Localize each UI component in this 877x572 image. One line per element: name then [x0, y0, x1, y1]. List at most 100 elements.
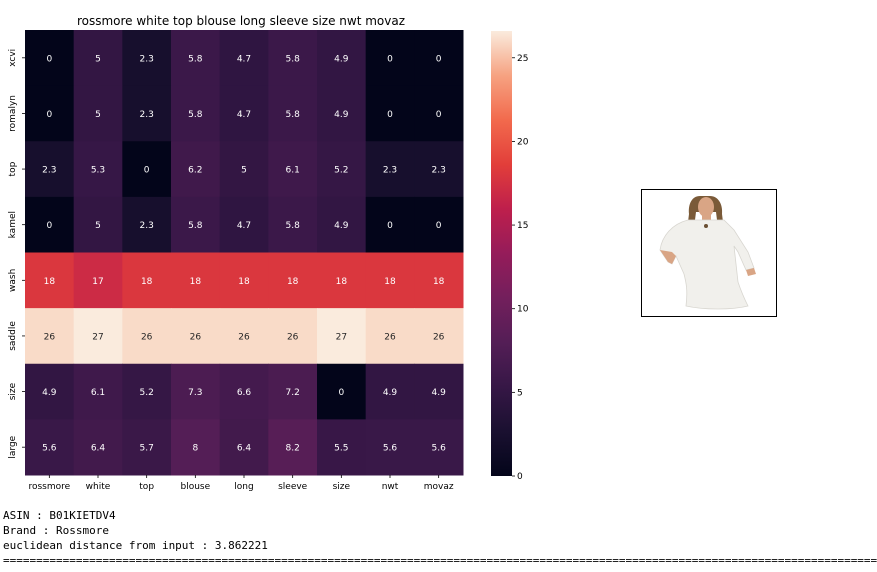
heatmap-cell — [414, 85, 464, 142]
cell-value-label: 5.2 — [334, 166, 348, 176]
cell-value-label: 5.8 — [286, 54, 301, 64]
heatmap-cell — [73, 196, 123, 253]
result-text-block: ASIN : B01KIETDV4 Brand : Rossmore euclide… — [3, 508, 877, 568]
cell-value-label: 18 — [336, 277, 348, 287]
heatmap-cell — [171, 196, 221, 253]
cell-value-label: 4.7 — [237, 54, 251, 64]
heatmap-cell — [414, 30, 464, 87]
heatmap-cell — [122, 252, 172, 309]
cell-value-label: 2.3 — [383, 166, 397, 176]
cell-value-label: 26 — [287, 332, 299, 342]
heatmap-cell — [268, 30, 318, 87]
cell-value-label: 4.7 — [237, 221, 251, 231]
heatmap-cell — [219, 363, 269, 420]
heatmap-cell — [73, 252, 123, 309]
left-hand-shape — [660, 250, 676, 264]
cell-value-label: 5 — [95, 221, 101, 231]
heatmap-cell — [414, 363, 464, 420]
heatmap-cells: 0 5 2.3 5.8 4.7 5.8 4.9 0 0 0 5 2.3 5.8 4.7 5.8 4.9 0 0 2.… — [25, 30, 464, 476]
y-tick-label: large — [8, 435, 18, 458]
heatmap-cell — [25, 308, 75, 365]
heatmap-cell — [122, 30, 172, 87]
heatmap-cell — [365, 363, 415, 420]
heatmap-cell — [268, 252, 318, 309]
cell-value-label: 2.3 — [140, 54, 154, 64]
cell-value-label: 0 — [387, 54, 393, 64]
cell-value-label: 2.3 — [42, 166, 56, 176]
cell-value-label: 18 — [384, 277, 396, 287]
cell-value-label: 18 — [141, 277, 153, 287]
cell-value-label: 4.9 — [334, 110, 349, 120]
heatmap-cell — [268, 363, 318, 420]
heatmap-cell — [365, 85, 415, 142]
cell-value-label: 17 — [92, 277, 103, 287]
cell-value-label: 26 — [238, 332, 250, 342]
heatmap-cell — [25, 252, 75, 309]
product-image — [641, 189, 777, 317]
y-tick-label: romalyn — [8, 95, 18, 132]
heatmap-cell — [219, 419, 269, 476]
cell-value-label: 18 — [287, 277, 299, 287]
heatmap-cell — [219, 141, 269, 198]
heatmap-figure: rossmore white top blouse long sleeve si… — [8, 14, 529, 492]
neck-shape — [702, 214, 711, 222]
y-tick-label: wash — [8, 269, 18, 292]
cell-value-label: 5.6 — [432, 444, 447, 454]
cell-value-label: 4.9 — [383, 388, 398, 398]
cell-value-label: 5.8 — [286, 110, 301, 120]
heatmap-cell — [171, 141, 221, 198]
heatmap-cell — [317, 419, 367, 476]
cell-value-label: 26 — [384, 332, 396, 342]
heatmap-cell — [414, 252, 464, 309]
cell-value-label: 26 — [141, 332, 153, 342]
cell-value-label: 4.9 — [334, 54, 349, 64]
heatmap-cell — [268, 196, 318, 253]
y-axis-tick-labels: xcvi romalyn top kamel wash saddle size large — [8, 49, 25, 459]
heatmap-cell — [122, 419, 172, 476]
cell-value-label: 7.2 — [286, 388, 300, 398]
cell-value-label: 0 — [436, 54, 442, 64]
y-tick-label: saddle — [8, 321, 18, 351]
heatmap-cell — [171, 419, 221, 476]
cell-value-label: 5.8 — [188, 54, 203, 64]
cell-value-label: 27 — [336, 332, 347, 342]
right-hand-shape — [746, 268, 756, 276]
heatmap-cell — [219, 252, 269, 309]
heatmap-cell — [122, 196, 172, 253]
x-tick-label: long — [234, 482, 253, 492]
face-shape — [698, 197, 714, 217]
heatmap-cell — [73, 85, 123, 142]
cell-value-label: 5.6 — [42, 444, 57, 454]
cell-value-label: 0 — [144, 166, 150, 176]
heatmap-cell — [171, 363, 221, 420]
heatmap-cell — [219, 308, 269, 365]
cell-value-label: 5.7 — [140, 444, 154, 454]
cell-value-label: 0 — [436, 110, 442, 120]
heatmap-cell — [122, 308, 172, 365]
cell-value-label: 5 — [95, 54, 101, 64]
cell-value-label: 4.9 — [432, 388, 447, 398]
heatmap-cell — [25, 363, 75, 420]
cell-value-label: 5.8 — [286, 221, 301, 231]
cell-value-label: 2.3 — [140, 221, 154, 231]
heatmap-cell — [414, 419, 464, 476]
x-tick-label: sleeve — [278, 482, 308, 492]
cell-value-label: 26 — [433, 332, 445, 342]
cell-value-label: 6.6 — [237, 388, 252, 398]
cell-value-label: 18 — [44, 277, 56, 287]
heatmap-cell — [171, 252, 221, 309]
cell-value-label: 5 — [241, 166, 247, 176]
heatmap-cell — [25, 85, 75, 142]
heatmap-cell — [25, 196, 75, 253]
heatmap-cell — [317, 252, 367, 309]
heatmap-cell — [219, 30, 269, 87]
heatmap-cell — [365, 30, 415, 87]
cell-value-label: 4.7 — [237, 110, 251, 120]
heatmap-cell — [317, 141, 367, 198]
colorbar-tick-label: 20 — [517, 137, 529, 147]
necklace-pendant — [704, 224, 708, 228]
cell-value-label: 0 — [436, 221, 442, 231]
brand-line: Brand : Rossmore — [3, 524, 109, 537]
heatmap-cell — [171, 30, 221, 87]
heatmap-cell — [122, 85, 172, 142]
